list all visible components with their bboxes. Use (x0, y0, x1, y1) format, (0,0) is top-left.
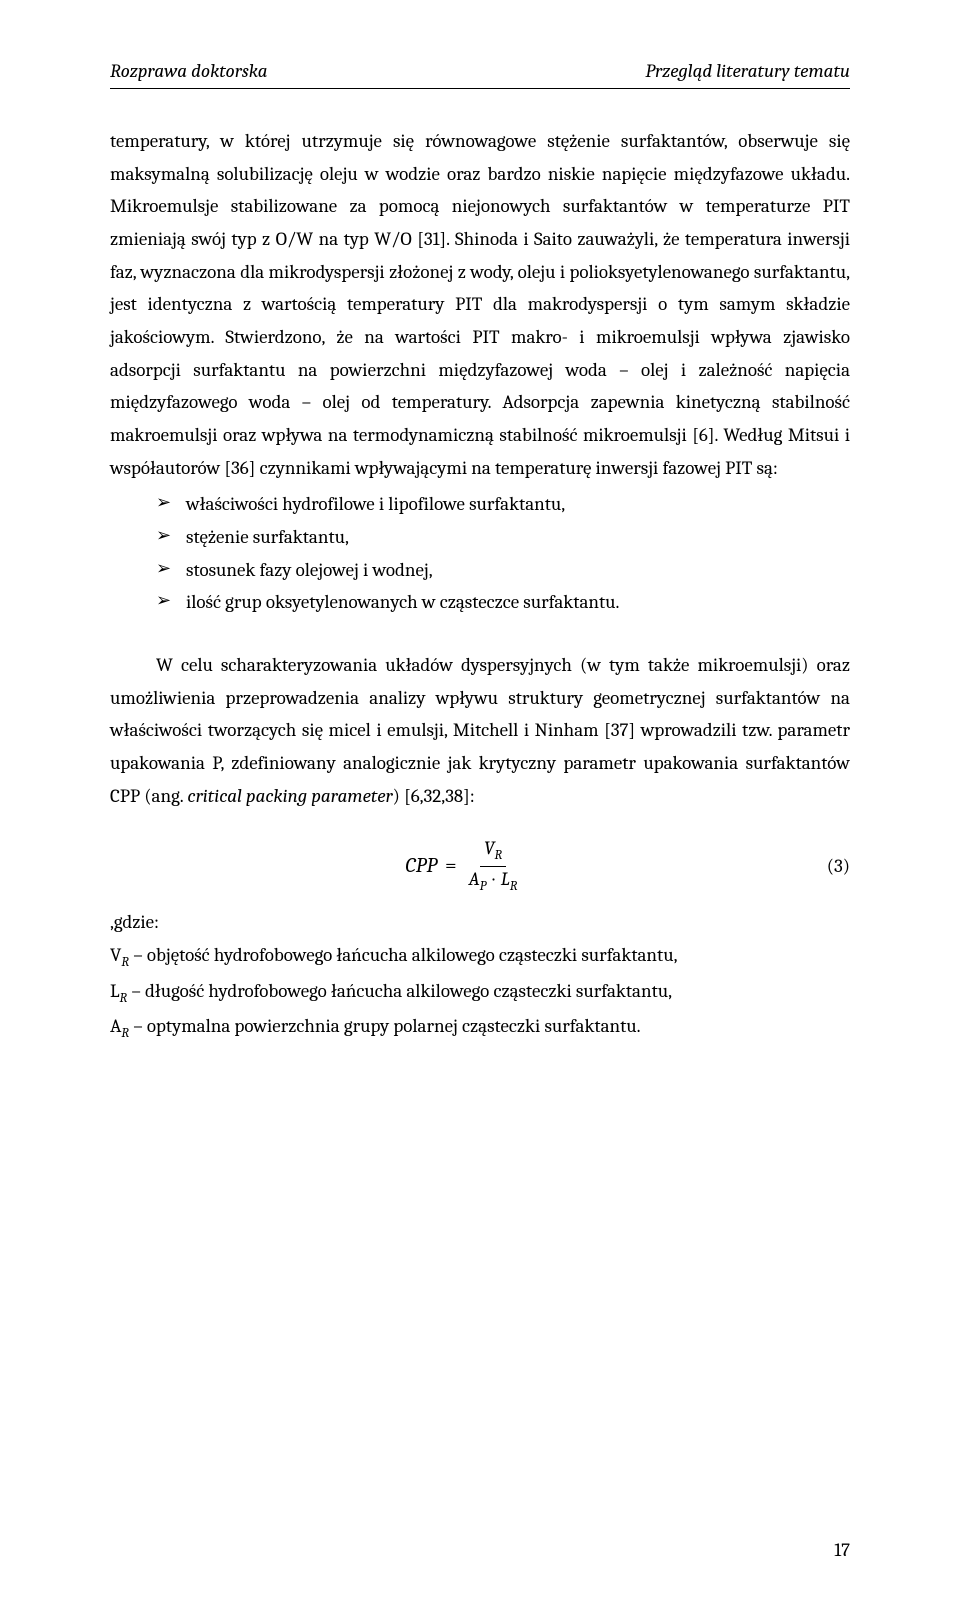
equation-number: (3) (817, 850, 850, 883)
equation-eq-sign: = (445, 848, 457, 884)
equation-numerator: VR (480, 838, 506, 866)
eq-den-a-var: A (469, 868, 480, 890)
header-right: Przegląd literatury tematu (645, 60, 850, 82)
eq-den-b-var: L (501, 868, 510, 890)
eq-den-b-sub: R (510, 879, 518, 894)
header-left: Rozprawa doktorska (110, 60, 268, 82)
eq-den-dot: · (491, 868, 497, 890)
defs-lead: ,gdzie: (110, 906, 850, 939)
equation-denominator: AP · LR (465, 867, 522, 894)
paragraph-2-emphasis: critical packing parameter (187, 785, 392, 807)
paragraph-2-part-b: ) [6,32,38]: (393, 785, 475, 807)
list-item: właściwości hydrofilowe i lipofilowe sur… (156, 488, 850, 521)
defs-line-2: LR – długość hydrofobowego łańcucha alki… (110, 975, 850, 1011)
bullet-list: właściwości hydrofilowe i lipofilowe sur… (156, 488, 850, 619)
spacer (110, 619, 850, 649)
eq-den-a-sub: P (480, 879, 487, 894)
page-number: 17 (834, 1539, 850, 1561)
list-item: stężenie surfaktantu, (156, 521, 850, 554)
defs-line3-var: A (110, 1015, 121, 1037)
defs-line-3: AR – optymalna powierzchnia grupy polarn… (110, 1010, 850, 1046)
list-item: stosunek fazy olejowej i wodnej, (156, 554, 850, 587)
definitions: ,gdzie: VR – objętość hydrofobowego łańc… (110, 906, 850, 1046)
defs-line3-text: – optymalna powierzchnia grupy polarnej … (129, 1015, 641, 1037)
defs-line1-text: – objętość hydrofobowego łańcucha alkilo… (129, 944, 677, 966)
eq-num-sub: R (494, 848, 502, 863)
running-header: Rozprawa doktorska Przegląd literatury t… (110, 60, 850, 89)
equation-fraction: VR AP · LR (465, 838, 522, 894)
defs-line-1: VR – objętość hydrofobowego łańcucha alk… (110, 939, 850, 975)
equation-row: CPP = VR AP · LR (3) (110, 838, 850, 894)
defs-line2-text: – długość hydrofobowego łańcucha alkilow… (127, 980, 672, 1002)
defs-line3-sub: R (121, 1026, 129, 1041)
page: Rozprawa doktorska Przegląd literatury t… (0, 0, 960, 1603)
body: temperatury, w której utrzymuje się równ… (110, 125, 850, 1046)
equation-lhs: CPP (405, 848, 437, 884)
equation: CPP = VR AP · LR (405, 838, 521, 894)
defs-line2-var: L (110, 980, 120, 1002)
defs-line1-sub: R (121, 955, 129, 970)
paragraph-1: temperatury, w której utrzymuje się równ… (110, 125, 850, 484)
paragraph-2: W celu scharakteryzowania układów dysper… (110, 649, 850, 812)
list-item: ilość grup oksyetylenowanych w cząsteczc… (156, 586, 850, 619)
eq-num-var: V (484, 837, 495, 859)
equation-center: CPP = VR AP · LR (110, 838, 817, 894)
defs-line1-var: V (110, 944, 121, 966)
